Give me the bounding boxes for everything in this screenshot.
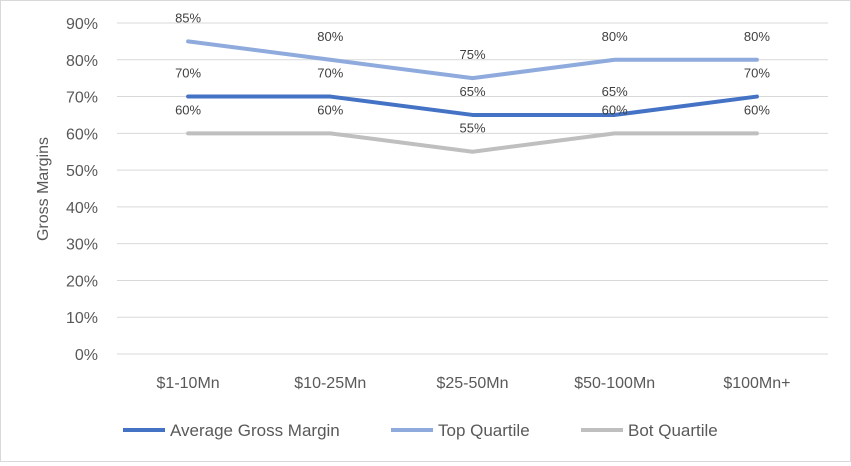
y-axis-ticks: 0% 10% 20% 30% 40% 50% 60% 70% 80% 90%: [66, 16, 98, 364]
y-tick-label: 30%: [66, 237, 98, 254]
data-label: 70%: [744, 66, 770, 81]
legend-item: Average Gross Margin: [123, 421, 340, 440]
x-tick-label: $50-100Mn: [574, 375, 655, 392]
y-tick-label: 60%: [66, 126, 98, 143]
x-tick-label: $10-25Mn: [294, 375, 366, 392]
y-tick-label: 70%: [66, 90, 98, 107]
legend: Average Gross Margin Top Quartile Bot Quar…: [123, 421, 718, 440]
x-tick-label: $1-10Mn: [157, 375, 220, 392]
legend-label: Bot Quartile: [628, 421, 718, 440]
legend-item: Top Quartile: [391, 421, 530, 440]
x-tick-label: $25-50Mn: [436, 375, 508, 392]
series-line-bot-quartile: [186, 131, 759, 154]
x-tick-label: $100Mn+: [723, 375, 790, 392]
gridlines: [117, 22, 828, 355]
data-label: 80%: [317, 29, 343, 44]
data-label: 85%: [175, 10, 201, 25]
y-tick-label: 10%: [66, 310, 98, 327]
data-label: 65%: [602, 84, 628, 99]
y-tick-label: 80%: [66, 53, 98, 70]
legend-item: Bot Quartile: [581, 421, 718, 440]
series-line-top-quartile: [186, 39, 759, 81]
data-labels: 70% 70% 65% 65% 70% 85% 80% 75% 80% 80% 60% 60% 55% 6…: [175, 10, 770, 135]
data-label: 60%: [744, 102, 770, 117]
legend-label: Average Gross Margin: [170, 421, 340, 440]
x-axis-ticks: $1-10Mn $10-25Mn $25-50Mn $50-100Mn $100Mn+: [157, 375, 791, 392]
data-label: 65%: [459, 84, 485, 99]
data-label: 80%: [744, 29, 770, 44]
data-label: 70%: [175, 66, 201, 81]
series-line-average-gross-margin: [186, 94, 759, 117]
y-tick-label: 0%: [75, 347, 98, 364]
series-lines: [186, 39, 759, 154]
y-tick-label: 90%: [66, 16, 98, 33]
y-tick-label: 40%: [66, 200, 98, 217]
data-label: 60%: [317, 102, 343, 117]
y-tick-label: 20%: [66, 273, 98, 290]
data-label: 80%: [602, 29, 628, 44]
data-label: 75%: [459, 47, 485, 62]
data-label: 70%: [317, 66, 343, 81]
data-label: 60%: [602, 102, 628, 117]
legend-label: Top Quartile: [438, 421, 530, 440]
data-label: 60%: [175, 102, 201, 117]
y-tick-label: 50%: [66, 163, 98, 180]
data-label: 55%: [459, 121, 485, 136]
y-axis-label: Gross Margins: [35, 137, 52, 241]
